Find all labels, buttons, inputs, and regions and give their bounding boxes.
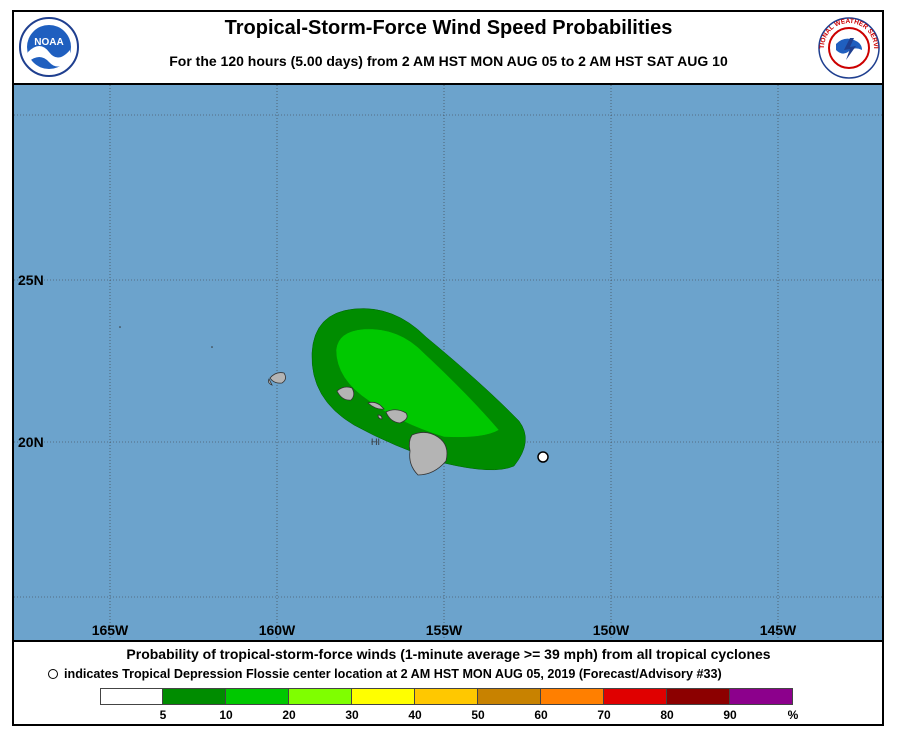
page-title: Tropical-Storm-Force Wind Speed Probabil… — [224, 17, 673, 39]
scale-tick-percent: % — [787, 708, 799, 722]
scale-tick-90: 90 — [723, 708, 737, 722]
island-lanai — [377, 414, 383, 420]
nihoa-dot — [119, 326, 121, 328]
scale-tick-10: 10 — [219, 708, 233, 722]
lon-label-160w: 160W — [258, 622, 296, 638]
scale-tick-50: 50 — [471, 708, 485, 722]
lon-label-150w: 150W — [592, 622, 630, 638]
page-subtitle: For the 120 hours (5.00 days) from 2 AM … — [169, 53, 728, 69]
scale-tick-60: 60 — [534, 708, 548, 722]
scale-swatch — [415, 688, 478, 705]
scale-swatch — [730, 688, 793, 705]
lat-label-20n: 20N — [18, 434, 44, 450]
graticule — [14, 85, 882, 640]
scale-tick-80: 80 — [660, 708, 674, 722]
map-panel — [14, 83, 882, 642]
lon-label-165w: 165W — [91, 622, 129, 638]
island-oahu — [336, 386, 355, 401]
lon-label-145w: 145W — [759, 622, 797, 638]
scale-tick-70: 70 — [597, 708, 611, 722]
footer-storm-note: indicates Tropical Depression Flossie ce… — [48, 667, 722, 681]
noaa-logo: NOAA — [19, 17, 79, 77]
scale-swatch — [541, 688, 604, 705]
scale-tick-20: 20 — [282, 708, 296, 722]
scale-tick-40: 40 — [408, 708, 422, 722]
scale-swatch — [478, 688, 541, 705]
scale-swatch — [604, 688, 667, 705]
scale-swatch — [226, 688, 289, 705]
scale-swatch — [163, 688, 226, 705]
island-maui — [385, 409, 408, 424]
island-niihau — [268, 378, 273, 386]
storm-center-marker — [537, 451, 549, 463]
necker-dot — [211, 346, 213, 348]
state-label: HI — [371, 437, 380, 447]
scale-tick-30: 30 — [345, 708, 359, 722]
nws-logo: NATIONAL WEATHER SERVICE — [816, 16, 880, 79]
probability-band-10-20 — [335, 328, 500, 438]
lat-label-25n: 25N — [18, 272, 44, 288]
scale-tick-5: 5 — [159, 708, 167, 722]
storm-center-legend-icon — [48, 669, 58, 679]
island-niihau-kauai — [269, 372, 286, 384]
map-canvas: HI — [14, 85, 882, 640]
scale-swatch — [100, 688, 163, 705]
island-hawaii — [408, 432, 448, 476]
hawaiian-islands — [268, 372, 448, 476]
island-molokai — [367, 401, 385, 410]
footer-storm-note-text: indicates Tropical Depression Flossie ce… — [64, 667, 722, 681]
scale-swatch — [352, 688, 415, 705]
probability-color-scale — [100, 688, 793, 705]
footer-description: Probability of tropical-storm-force wind… — [126, 646, 771, 662]
noaa-logo-text: NOAA — [34, 37, 63, 48]
scale-swatch — [289, 688, 352, 705]
scale-swatch — [667, 688, 730, 705]
lon-label-155w: 155W — [425, 622, 463, 638]
